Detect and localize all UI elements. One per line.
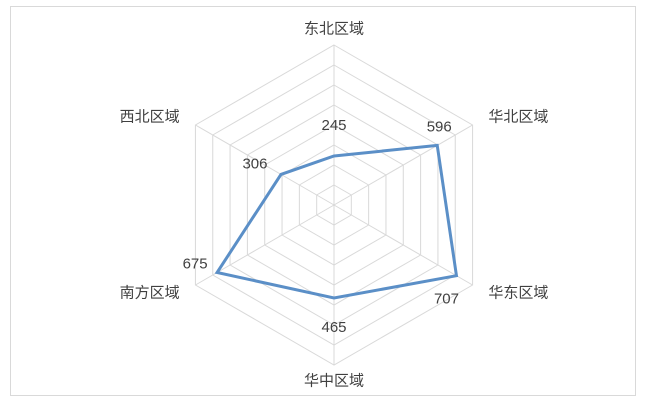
data-label-0: 245: [321, 117, 346, 134]
category-label-3: 华中区域: [304, 372, 364, 390]
category-label-2: 华东区域: [488, 284, 548, 302]
radar-series: [214, 143, 459, 300]
spoke-1: [333, 124, 473, 206]
series-line-0: [214, 143, 459, 300]
spoke-2: [333, 204, 473, 286]
radar-spokes: [195, 45, 473, 365]
data-labels: 245 596 707 465 675 306: [183, 117, 459, 336]
category-label-0: 东北区域: [304, 20, 364, 38]
data-label-1: 596: [427, 118, 452, 135]
category-label-1: 华北区域: [488, 108, 548, 126]
category-label-4: 南方区域: [120, 284, 180, 302]
category-label-5: 西北区域: [120, 108, 180, 126]
data-label-3: 465: [321, 319, 346, 336]
data-label-2: 707: [434, 291, 459, 308]
spoke-5: [195, 124, 335, 206]
data-label-5: 306: [242, 155, 267, 172]
data-label-4: 675: [183, 255, 208, 272]
